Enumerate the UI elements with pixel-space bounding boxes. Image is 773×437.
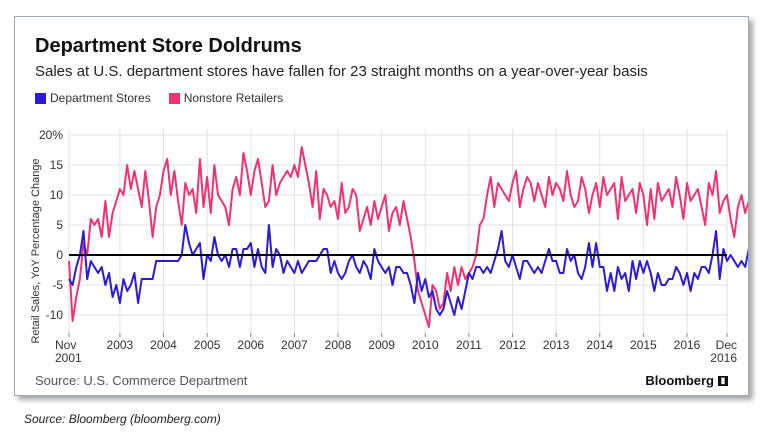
source-note: Source: U.S. Commerce Department — [35, 373, 248, 388]
x-tick-label: Dec — [716, 338, 737, 352]
x-tick-label: 2012 — [499, 338, 526, 352]
x-tick-label: 2003 — [107, 338, 134, 352]
x-tick-sublabel: 2001 — [55, 351, 82, 365]
legend-swatch-department-stores — [35, 92, 46, 104]
brand-logo: Bloomberg ▮ — [645, 373, 728, 388]
x-tick-label: 2004 — [150, 338, 177, 352]
legend-swatch-nonstore-retailers — [168, 92, 180, 104]
x-tick-label: 2016 — [674, 338, 701, 352]
y-tick-label: 0 — [56, 248, 63, 262]
x-tick-label: 2007 — [281, 338, 308, 352]
y-tick-label: 5 — [56, 218, 63, 232]
chart-subtitle: Sales at U.S. department stores have fal… — [35, 63, 648, 80]
legend-label-nonstore-retailers: Nonstore Retailers — [183, 91, 284, 105]
x-tick-sublabel: 2016 — [710, 351, 737, 365]
legend: Department Stores Nonstore Retailers — [35, 91, 283, 105]
y-tick-label: -10 — [46, 308, 64, 322]
legend-item-nonstore-retailers: Nonstore Retailers — [168, 91, 284, 105]
x-tick-label: 2010 — [412, 338, 439, 352]
y-tick-label: 15 — [50, 158, 64, 172]
brand-name: Bloomberg — [645, 373, 714, 388]
x-tick-label: 2005 — [194, 338, 221, 352]
y-tick-label: 10 — [50, 188, 64, 202]
y-tick-label: -5 — [52, 278, 63, 292]
y-axis-label: Retail Sales, YoY Percentage Change — [30, 158, 42, 343]
image-credit: Source: Bloomberg (bloomberg.com) — [24, 412, 221, 426]
series-line-department-stores — [68, 224, 748, 316]
x-tick-label: 2011 — [456, 338, 482, 352]
series-line-nonstore-retailers — [68, 146, 748, 328]
x-tick-label: 2015 — [630, 338, 657, 352]
chart-card: -10 -5 0 5 10 15 20% Nov 2001 2003 2004 2005 2006 200… — [14, 16, 749, 396]
x-tick-label: Nov — [55, 338, 76, 352]
legend-label-department-stores: Department Stores — [50, 91, 151, 105]
x-tick-label: 2008 — [325, 338, 352, 352]
y-tick-label: 20% — [39, 128, 63, 142]
x-tick-label: 2013 — [543, 338, 570, 352]
x-tick-label: 2009 — [368, 338, 395, 352]
x-tick-label: 2006 — [237, 338, 264, 352]
bloomberg-logo-icon: ▮ — [718, 375, 728, 386]
x-tick-label: 2014 — [586, 338, 613, 352]
legend-item-department-stores: Department Stores — [35, 91, 151, 105]
chart-title: Department Store Doldrums — [35, 35, 302, 57]
